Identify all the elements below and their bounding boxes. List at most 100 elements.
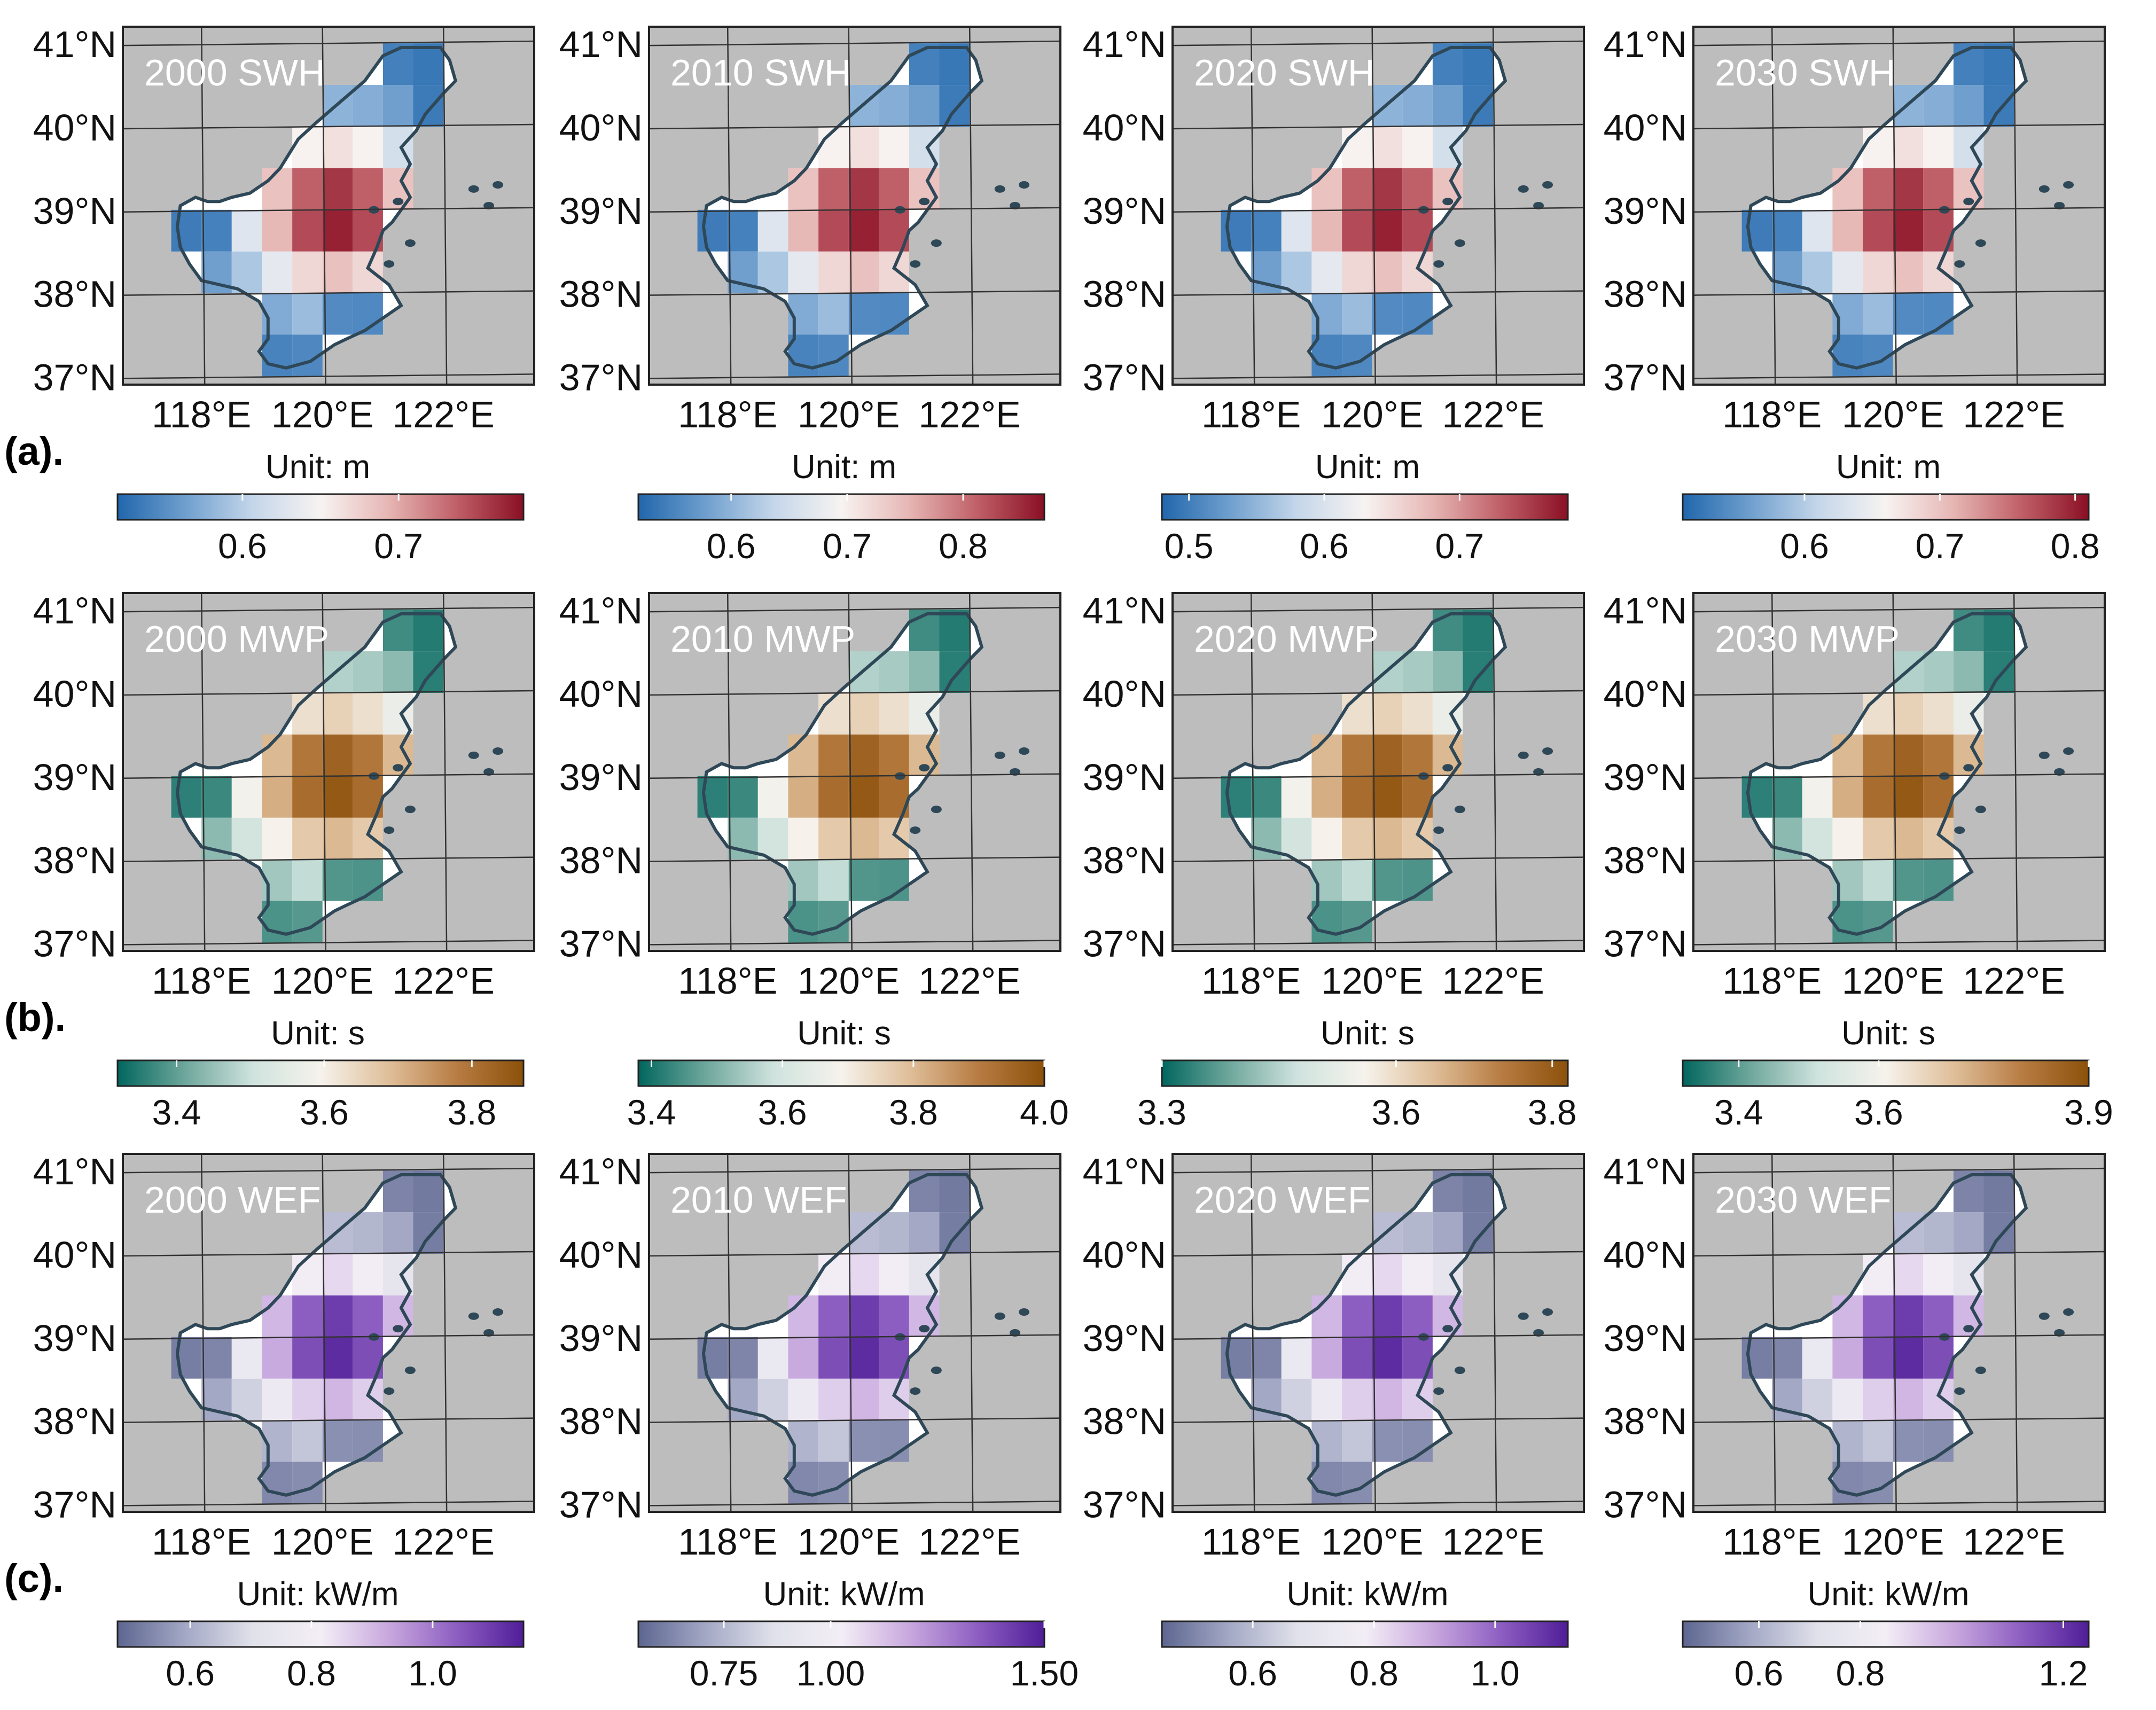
heatmap-cell [1311, 168, 1342, 210]
parallel-line [1693, 856, 2105, 862]
colorbar-gradient [1161, 493, 1569, 521]
heatmap-cell [1372, 1378, 1403, 1420]
unit-label: Unit: kW/m [237, 1576, 399, 1613]
island-marker [393, 1325, 404, 1333]
parallel-line [1173, 207, 1584, 213]
coastline [1746, 612, 2028, 936]
colorbar-gradient [1161, 1059, 1569, 1087]
map-frame [122, 1153, 535, 1513]
lon-tick-label: 118°E [1722, 394, 1822, 435]
heatmap-cell [818, 251, 849, 293]
meridian-line [968, 27, 974, 385]
parallel-line [1693, 773, 2105, 779]
parallel-line [1693, 606, 2105, 613]
island-marker [994, 185, 1005, 193]
lon-tick-label: 122°E [918, 1521, 1020, 1563]
heatmap-cell [1893, 1295, 1924, 1337]
meridian-line [442, 593, 448, 951]
map-frame [1692, 592, 2106, 952]
heatmap-cell [171, 209, 202, 252]
parallel-line [123, 207, 534, 213]
heatmap-cell [909, 651, 940, 693]
island-marker [1442, 1325, 1454, 1333]
lat-tick-label: 41°N [1083, 1151, 1166, 1192]
colorbar: 0.6 0.7 0.8 [637, 493, 1045, 566]
lat-tick-label: 37°N [1083, 923, 1166, 964]
island-marker [404, 239, 416, 247]
heatmap-cell [818, 127, 849, 168]
heatmap-cell [1281, 1337, 1312, 1379]
heatmap-cell [848, 168, 879, 210]
lat-tick-label: 40°N [33, 107, 116, 149]
heatmap-cell [1402, 127, 1433, 168]
heatmap-cell [1863, 1337, 1893, 1379]
colorbar-gradient [637, 493, 1045, 521]
map-panel-2020-swh: 2020 SWH 41°N 40°N 39°N 38°N 37°N 118°E 120°E 12… [1083, 24, 1585, 566]
heatmap-cell [201, 1337, 232, 1379]
heatmap-cell [1923, 1212, 1954, 1254]
island-marker [1975, 1367, 1986, 1375]
lon-tick-label: 122°E [1963, 1521, 2065, 1563]
heatmap-cell [788, 1295, 818, 1337]
island-marker [2063, 181, 2074, 189]
parallel-line [649, 123, 1060, 130]
map-frame [122, 592, 535, 952]
map-frame [1171, 26, 1585, 386]
heatmap-cell [1342, 1295, 1372, 1337]
colorbar: 0.6 0.8 1.0 [1161, 1620, 1569, 1693]
heatmap-cell [1251, 209, 1282, 252]
lon-tick-label: 120°E [271, 960, 373, 1002]
panel-title: 2030 WEF [1715, 1179, 1892, 1221]
meridian-line [848, 1154, 853, 1512]
heatmap-cell [353, 734, 383, 776]
heatmap-cell [1402, 1212, 1433, 1254]
heatmap-cell [1372, 251, 1403, 293]
heatmap-cell [231, 1337, 262, 1379]
colorbar-gradient [116, 1059, 525, 1087]
heatmap-cell [1893, 293, 1924, 335]
heatmap-cell [1923, 693, 1954, 735]
panel-title: 2030 SWH [1715, 52, 1895, 93]
heatmap-cell [1832, 1378, 1863, 1420]
heatmap-cell [939, 85, 970, 127]
heatmap-cell [322, 859, 353, 901]
lat-tick-label: 39°N [1083, 190, 1166, 232]
island-marker [1442, 198, 1454, 206]
lat-tick-label: 39°N [559, 1317, 643, 1359]
heatmap-cell [728, 776, 758, 818]
heatmap-cell [1432, 651, 1463, 693]
heatmap-cell [1983, 1212, 2014, 1254]
heatmap-cell [1863, 127, 1893, 168]
meridian-line [200, 593, 206, 951]
island-marker [1963, 1325, 1974, 1333]
heatmap-cell [1893, 734, 1924, 776]
heatmap-cell [788, 1337, 818, 1379]
heatmap-cell [353, 1378, 383, 1420]
heatmap-cell [413, 610, 444, 652]
colorbar-tick-label: 0.8 [287, 1653, 336, 1693]
parallel-line [1173, 1251, 1584, 1257]
lon-tick-label: 122°E [392, 960, 494, 1002]
heatmap-cell [879, 168, 909, 210]
parallel-line [649, 1251, 1060, 1257]
lat-tick-label: 38°N [33, 1401, 116, 1442]
parallel-line [123, 690, 534, 696]
heatmap-cell [879, 1378, 909, 1420]
colorbar-tick-label: 4.0 [1020, 1092, 1069, 1132]
heatmap-cell [322, 693, 353, 735]
heatmap-cell [728, 1337, 758, 1379]
heatmap-cell [1741, 1337, 1772, 1379]
heatmap-cell [292, 776, 323, 818]
island-marker [1542, 1308, 1553, 1316]
meridian-line [848, 27, 853, 385]
heatmap-cell [848, 251, 879, 293]
island-marker [493, 181, 504, 189]
lat-tick-label: 41°N [33, 1151, 116, 1192]
meridian-line [727, 593, 732, 951]
heatmap-cell [1402, 1378, 1433, 1420]
parallel-line [1693, 1417, 2105, 1423]
heatmap-cell [262, 776, 292, 818]
lat-tick-label: 37°N [33, 356, 116, 398]
heatmap-cell [1893, 127, 1924, 168]
parallel-line [1173, 940, 1584, 946]
